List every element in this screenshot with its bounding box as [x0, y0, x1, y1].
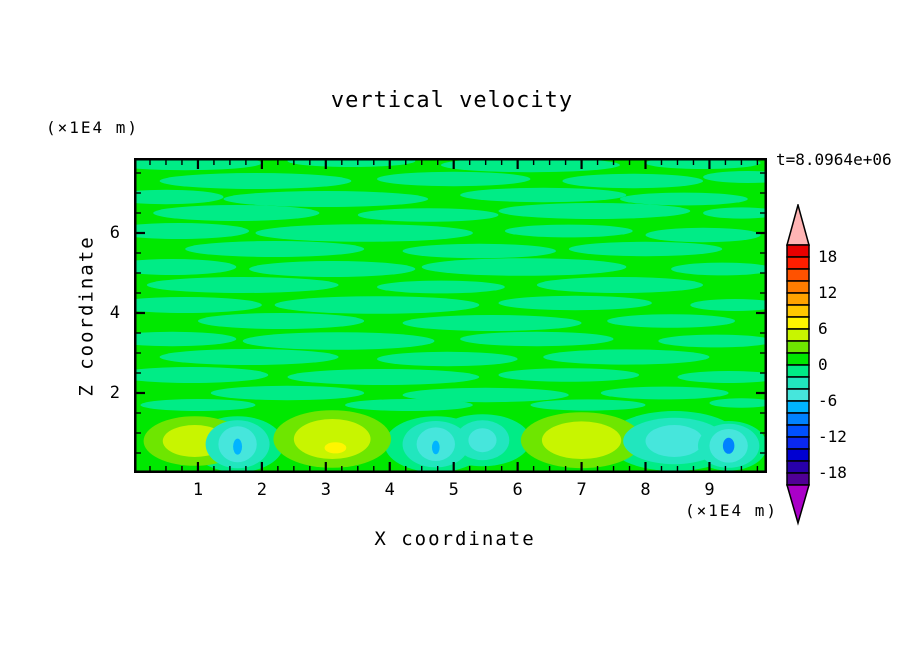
colorbar-label-6: 6: [818, 319, 828, 338]
x-tick-label-1: 1: [192, 480, 204, 500]
downdraft-3-level--6 to -4: [468, 428, 497, 453]
x-tick-label-7: 7: [576, 480, 587, 500]
colorbar-label--18: -18: [818, 463, 847, 482]
colorbar-segment-18: [786, 460, 810, 474]
colorbar-segment-7: [786, 328, 810, 342]
colorbar-label--12: -12: [818, 427, 847, 446]
colorbar-segment-10: [786, 364, 810, 378]
colorbar-segment-5: [786, 304, 810, 318]
colorbar-segment-13: [786, 400, 810, 414]
updraft-2-level-4 to 6: [293, 419, 371, 459]
colorbar: [785, 202, 857, 526]
x-axis-unit-label: (×1E4 m): [684, 501, 778, 520]
colorbar-segment-19: [786, 472, 810, 486]
x-tick-label-2: 2: [256, 480, 267, 500]
updraft-2-level-6 to 8: [324, 442, 347, 454]
colorbar-segment-4: [786, 292, 810, 306]
colorbar-segment-9: [786, 352, 810, 366]
updraft-3-level-4 to 6: [541, 421, 622, 460]
colorbar-label-12: 12: [818, 283, 838, 302]
colorbar-segment-11: [786, 376, 810, 390]
colorbar-segment-2: [786, 268, 810, 282]
colorbar-segment-14: [786, 412, 810, 426]
colorbar-segment-1: [786, 256, 810, 270]
x-axis-title: X coordinate: [374, 528, 536, 550]
colorbar-scale: [786, 202, 810, 526]
colorbar-segment-16: [786, 436, 810, 450]
contour-plot-area: [134, 158, 767, 473]
time-annotation: t=8.0964e+06: [776, 150, 892, 169]
colorbar-label-18: 18: [818, 247, 838, 266]
colorbar-segment-15: [786, 424, 810, 438]
colorbar-segment-3: [786, 280, 810, 294]
downdraft-5-level--10 to -8: [722, 437, 735, 454]
x-tick-label-8: 8: [640, 480, 651, 500]
colorbar-label-0: 0: [818, 355, 828, 374]
colorbar-segment-0: [786, 244, 810, 258]
z-tick-label-6: 6: [109, 223, 120, 243]
x-tick-label-4: 4: [384, 480, 395, 500]
colorbar-segment-17: [786, 448, 810, 462]
colorbar-label--6: -6: [818, 391, 838, 410]
colorbar-segment-6: [786, 316, 810, 330]
z-tick-label-4: 4: [109, 303, 120, 323]
colorbar-segment-12: [786, 388, 810, 402]
x-tick-label-3: 3: [320, 480, 331, 500]
z-tick-label-2: 2: [109, 383, 120, 403]
x-tick-label-5: 5: [448, 480, 459, 500]
x-tick-label-9: 9: [704, 480, 715, 500]
downdraft-2-level--8 to -6: [431, 440, 440, 455]
y-axis-unit-label: (×1E4 m): [46, 118, 140, 137]
chart-title: vertical velocity: [330, 88, 574, 113]
x-tick-label-6: 6: [512, 480, 523, 500]
contour-field: [134, 158, 767, 473]
downdraft-4-level--6 to -4: [645, 425, 704, 457]
downdraft-1-level--8 to -6: [233, 438, 243, 455]
colorbar-segment-8: [786, 340, 810, 354]
